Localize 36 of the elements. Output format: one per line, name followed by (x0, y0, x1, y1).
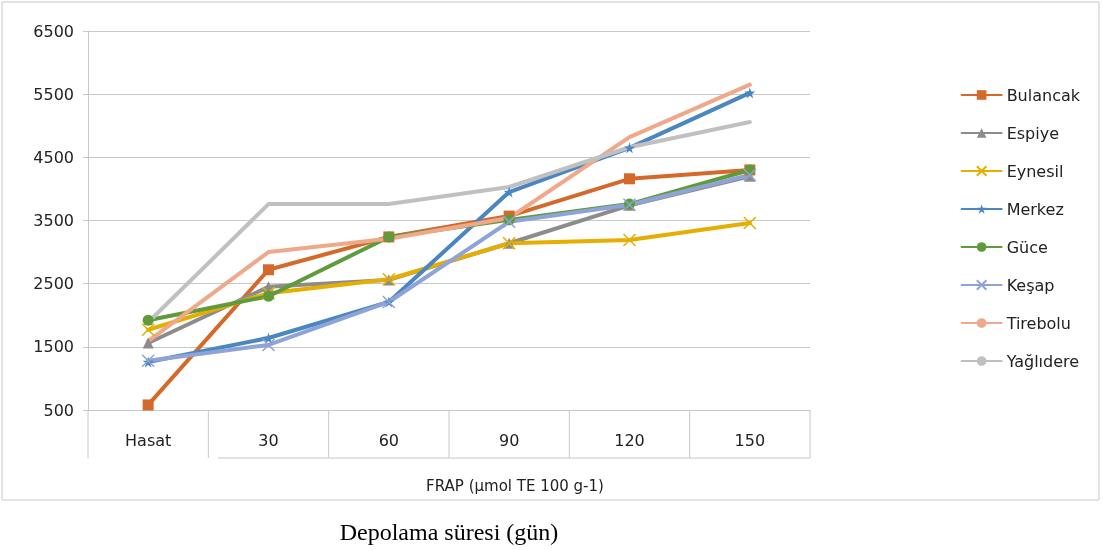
x-tick-label: 150 (734, 430, 766, 450)
point (263, 290, 274, 302)
y-tick-label: 6500 (33, 21, 74, 41)
x-tick-label: 30 (258, 430, 279, 450)
x-tick-label: 60 (378, 430, 400, 450)
point (142, 337, 154, 349)
point (142, 399, 154, 411)
point (744, 87, 756, 99)
legend-label: Merkez (1006, 199, 1064, 219)
legend-label: Güce (1006, 237, 1048, 257)
legend-label: Espiye (1006, 123, 1059, 143)
point (142, 314, 154, 326)
x-tick-label: 120 (614, 430, 645, 450)
y-tick-label: 4500 (33, 147, 74, 167)
y-tick-label: 5500 (33, 84, 74, 104)
x-tick-label: 90 (498, 430, 520, 450)
legend-label: Keşap (1006, 275, 1055, 295)
text: FRAP (µmol TE 100 g-1) (426, 476, 604, 495)
x-tick-label: Hasat (125, 430, 172, 450)
y-tick-label: 500 (43, 400, 74, 420)
legend-label: Eynesil (1006, 161, 1064, 181)
legend-label: Bulancak (1006, 85, 1081, 105)
y-tick-label: 1500 (33, 337, 74, 357)
y-tick-label: 3500 (33, 211, 74, 230)
point (261, 286, 276, 300)
y-tick-label: 2500 (33, 274, 74, 294)
x-axis-title: Depolama süresi (gün) (339, 519, 559, 545)
point (624, 173, 635, 185)
point (743, 216, 757, 230)
legend-label: Yağlıdere (1005, 351, 1080, 371)
point (141, 323, 155, 337)
point (624, 142, 635, 154)
legend-label: Tirebolu (1005, 313, 1071, 333)
point (261, 338, 276, 352)
point (622, 233, 637, 247)
point (263, 264, 274, 276)
